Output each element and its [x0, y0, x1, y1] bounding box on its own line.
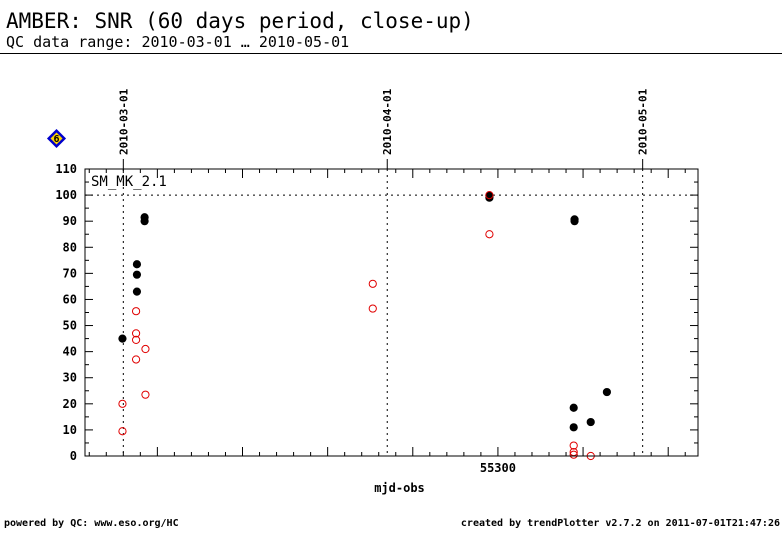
data-point-open	[131, 307, 141, 316]
date-marker-label: 2010-04-01	[381, 88, 394, 155]
data-point-filled	[132, 260, 142, 269]
data-point-filled	[118, 334, 127, 343]
data-point-open	[569, 450, 578, 459]
y-tick-label: 40	[63, 345, 77, 359]
data-point-filled	[586, 417, 595, 427]
y-axis: 0 10 20 30 40 50 60 70 80 90 100 110	[55, 162, 698, 463]
y-tick-label: 90	[63, 214, 77, 228]
point-count-badge: 6	[46, 128, 67, 149]
data-point-open	[118, 399, 127, 408]
data-point-filled	[132, 270, 142, 279]
date-marker-label: 2010-03-01	[117, 88, 130, 155]
data-point-open	[368, 304, 377, 313]
y-tick-label: 10	[63, 423, 77, 437]
data-point-filled	[569, 403, 578, 412]
data-point-open	[131, 335, 141, 344]
plot-frame	[84, 168, 699, 457]
y-tick-label: 60	[63, 292, 77, 306]
y-tick-label: 0	[70, 449, 77, 463]
date-marker-label: 2010-05-01	[637, 88, 650, 155]
data-point-open	[485, 190, 494, 200]
chart-title: AMBER: SNR (60 days period, close-up)	[6, 9, 474, 33]
y-tick-label: 30	[63, 371, 77, 385]
y-tick-label: 70	[63, 266, 77, 280]
badge-count: 6	[53, 134, 59, 145]
data-points	[118, 190, 612, 461]
y-tick-label: 50	[63, 319, 77, 333]
data-point-open	[569, 441, 578, 450]
footer-powered-by: powered by QC: www.eso.org/HC	[4, 518, 179, 529]
data-point-filled	[132, 287, 142, 296]
data-point-open	[368, 279, 377, 288]
data-point-open	[485, 230, 494, 239]
header-divider	[0, 53, 782, 54]
data-point-open	[141, 344, 150, 354]
data-point-open	[118, 427, 127, 436]
date-markers: 2010-03-01 2010-04-01 2010-05-01	[117, 88, 650, 456]
y-tick-label: 100	[55, 188, 77, 202]
y-tick-label: 80	[63, 240, 77, 254]
data-point-open	[131, 329, 141, 338]
x-axis-label: mjd-obs	[374, 481, 425, 495]
data-point-filled	[140, 213, 149, 222]
panel-label: SM_MK_2.1	[91, 174, 167, 190]
data-point-filled	[570, 215, 579, 224]
y-tick-label: 20	[63, 397, 77, 411]
x-axis: 55300	[88, 169, 686, 475]
data-point-filled	[569, 423, 578, 432]
data-point-filled	[602, 387, 612, 397]
y-tick-label: 110	[55, 162, 77, 176]
badge-diamond-icon	[46, 128, 67, 149]
footer-created-by: created by trendPlotter v2.7.2 on 2011-0…	[460, 518, 780, 529]
x-tick-label: 55300	[480, 461, 516, 475]
data-point-open	[141, 390, 150, 399]
chart-subtitle: QC data range: 2010-03-01 … 2010-05-01	[6, 33, 350, 51]
data-point-open	[131, 355, 141, 364]
